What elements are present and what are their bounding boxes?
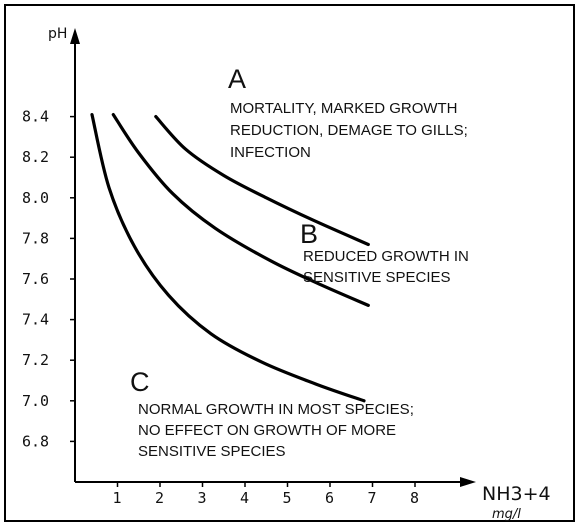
y-tick-label: 8.4 xyxy=(22,108,49,126)
zone-a-line-3: INFECTION xyxy=(230,144,311,161)
zone-b-letter: B xyxy=(300,219,318,249)
y-axis-arrow xyxy=(70,28,80,44)
x-tick-label: 1 xyxy=(113,489,122,507)
chart-frame xyxy=(4,4,575,522)
y-tick-label: 8.0 xyxy=(22,189,49,207)
y-tick-label: 7.0 xyxy=(22,392,49,410)
x-tick-label: 4 xyxy=(240,489,249,507)
zone-c-line-1: NORMAL GROWTH IN MOST SPECIES; xyxy=(138,401,414,418)
y-tick-label: 7.6 xyxy=(22,270,49,288)
zone-a: A MORTALITY, MARKED GROWTH REDUCTION, DE… xyxy=(228,64,468,161)
y-tick-label: 6.8 xyxy=(22,432,49,450)
y-tick-label: 7.4 xyxy=(22,311,49,329)
zone-c-line-3: SENSITIVE SPECIES xyxy=(138,443,286,460)
y-ticks: 6.8 7.0 7.2 7.4 7.6 7.8 8.0 8.2 8.4 xyxy=(22,108,75,450)
zone-b: B REDUCED GROWTH IN SENSITIVE SPECIES xyxy=(300,219,469,286)
curve-b-c-boundary xyxy=(111,113,370,307)
zone-b-line-1: REDUCED GROWTH IN xyxy=(303,248,469,265)
x-axis-arrow xyxy=(460,477,476,487)
y-axis-label: pH xyxy=(48,26,67,42)
x-tick-label: 3 xyxy=(198,489,207,507)
y-tick-label: 8.2 xyxy=(22,148,49,166)
x-tick-label: 5 xyxy=(283,489,292,507)
x-tick-label: 2 xyxy=(155,489,164,507)
curve-a-b-boundary xyxy=(154,115,370,247)
x-axis-unit: mg/l xyxy=(492,507,521,522)
y-tick-label: 7.2 xyxy=(22,351,49,369)
x-ticks: 1 2 3 4 5 6 7 8 xyxy=(113,482,419,507)
zone-c-letter: C xyxy=(130,367,150,397)
zone-a-line-2: REDUCTION, DEMAGE TO GILLS; xyxy=(230,122,468,139)
zone-b-line-2: SENSITIVE SPECIES xyxy=(303,269,451,286)
zone-a-line-1: MORTALITY, MARKED GROWTH xyxy=(230,100,458,117)
y-tick-label: 7.8 xyxy=(22,229,49,247)
threshold-curves xyxy=(90,113,370,403)
x-axis-label: NH3+4 xyxy=(482,483,551,505)
zone-c: C NORMAL GROWTH IN MOST SPECIES; NO EFFE… xyxy=(130,367,414,460)
curve-c-lower-boundary xyxy=(90,113,366,403)
x-tick-label: 6 xyxy=(325,489,334,507)
zone-a-letter: A xyxy=(228,64,246,94)
x-tick-label: 8 xyxy=(410,489,419,507)
x-tick-label: 7 xyxy=(368,489,377,507)
zone-c-line-2: NO EFFECT ON GROWTH OF MORE xyxy=(138,422,396,439)
